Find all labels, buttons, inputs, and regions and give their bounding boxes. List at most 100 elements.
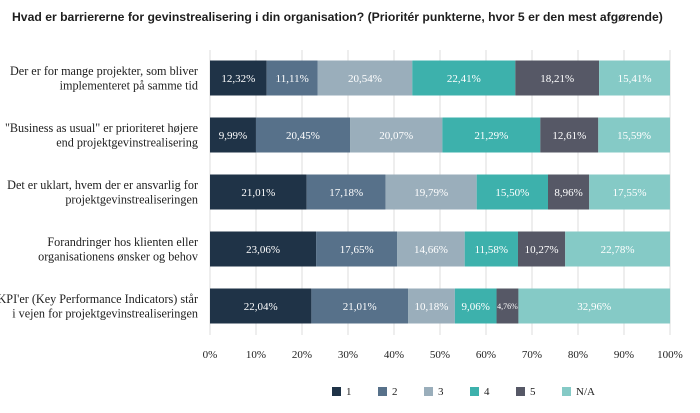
data-label: 22,41% (447, 73, 481, 85)
category-label-line: Forandringer hos klienten eller (47, 235, 198, 249)
legend-label: 4 (484, 386, 490, 398)
data-label: 9,99% (219, 130, 247, 142)
data-label: 17,18% (329, 187, 363, 199)
bar-segment (210, 288, 312, 324)
bar-segment (210, 231, 317, 267)
legend-label: N/A (576, 386, 595, 398)
x-tick-label: 50% (430, 349, 450, 361)
bar-segment (317, 60, 413, 96)
bar-segment (408, 288, 455, 324)
bar-segment (464, 231, 518, 267)
category-label: "Business as usual" er prioriteret højer… (5, 121, 198, 150)
data-label: 18,21% (540, 73, 574, 85)
category-label-line: organisationens ønsker og behov (38, 250, 199, 264)
data-label: 12,32% (221, 73, 255, 85)
data-label: 21,01% (241, 187, 275, 199)
category-label-line: projektgevinstrealiseringen (65, 193, 198, 207)
category-label-line: KPI'er (Key Performance Indicators) står (0, 292, 198, 306)
data-label: 17,55% (613, 187, 647, 199)
x-tick-label: 60% (476, 349, 496, 361)
category-label: Forandringer hos klienten eller organisat… (38, 235, 199, 264)
x-tick-label: 20% (292, 349, 312, 361)
data-label: 17,65% (340, 244, 374, 256)
data-label: 10,18% (414, 301, 448, 313)
x-axis-ticks: 0% 10% 20% 30% 40% 50% 60% 70% 80% 90% 100% (203, 349, 683, 361)
legend-swatch (470, 387, 479, 396)
bar-segment (442, 117, 541, 153)
data-label: 15,41% (618, 73, 652, 85)
legend-swatch (378, 387, 387, 396)
x-tick-label: 70% (522, 349, 542, 361)
category-label: Der er for mange projekter, som bliver im… (10, 64, 198, 93)
x-tick-label: 30% (338, 349, 358, 361)
bar-segment (266, 60, 318, 96)
category-label-line: end projektgevinstrealisering (56, 136, 198, 150)
bar-segment (210, 174, 307, 210)
bar-segment (311, 288, 409, 324)
data-label: 23,06% (246, 244, 280, 256)
bar-segment (565, 231, 670, 267)
bar-segment (350, 117, 443, 153)
bar-segment (476, 174, 549, 210)
legend-label: 2 (392, 386, 398, 398)
x-tick-label: 100% (657, 349, 683, 361)
bar-segment (412, 60, 516, 96)
chart-title: Hvad er barriererne for gevinstrealiseri… (12, 10, 663, 24)
data-label: 22,78% (601, 244, 635, 256)
data-label: 12,61% (552, 130, 586, 142)
data-label: 8,96% (554, 187, 582, 199)
data-label: 20,45% (286, 130, 320, 142)
legend: 1 2 3 4 5 N/A (332, 386, 595, 398)
bar-segment (210, 117, 256, 153)
legend-label: 5 (530, 386, 536, 398)
bars: 12,32% 11,11% 20,54% 22,41% 18,21% 15,41% 9,99… (210, 60, 671, 324)
category-label-line: Der er for mange projekter, som bliver (10, 64, 198, 78)
data-label: 19,79% (414, 187, 448, 199)
x-tick-label: 0% (203, 349, 218, 361)
data-label: 11,58% (475, 244, 509, 256)
legend-label: 1 (346, 386, 352, 398)
x-tick-label: 10% (246, 349, 266, 361)
data-label: 32,96% (577, 301, 611, 313)
data-label: 11,11% (276, 73, 309, 85)
bar-segment (599, 60, 670, 96)
data-label: 10,27% (525, 244, 559, 256)
bar-segment (316, 231, 398, 267)
data-label: 14,66% (414, 244, 448, 256)
bar-segment (496, 288, 519, 324)
legend-swatch (562, 387, 571, 396)
bar-segment (548, 174, 590, 210)
bar-segment (515, 60, 600, 96)
bar-segment (306, 174, 386, 210)
category-label-line: i vejen for projektgevinstrealiseringen (12, 307, 198, 321)
bar-segment (454, 288, 497, 324)
x-tick-label: 90% (614, 349, 634, 361)
bar-segment (518, 288, 671, 324)
bar-segment (397, 231, 465, 267)
bar-segment (385, 174, 477, 210)
bar-segment (517, 231, 566, 267)
category-label: Det er uklart, hvem der er ansvarlig for… (7, 178, 198, 207)
category-label-line: "Business as usual" er prioriteret højer… (5, 121, 198, 135)
bar-segment (255, 117, 351, 153)
data-label: 9,06% (461, 301, 489, 313)
data-label: 21,01% (343, 301, 377, 313)
legend-swatch (516, 387, 525, 396)
bar-segment (210, 60, 267, 96)
legend-swatch (424, 387, 433, 396)
category-label-line: Det er uklart, hvem der er ansvarlig for (7, 178, 198, 192)
legend-label: 3 (438, 386, 444, 398)
data-label: 21,29% (474, 130, 508, 142)
bar-segment (598, 117, 670, 153)
data-label: 22,04% (244, 301, 278, 313)
data-label: 4,76% (497, 302, 518, 311)
x-tick-label: 80% (568, 349, 588, 361)
data-label: 20,54% (348, 73, 382, 85)
bar-segment (589, 174, 670, 210)
category-label-line: implementeret på samme tid (60, 79, 198, 93)
bar-segment (540, 117, 599, 153)
data-label: 20,07% (379, 130, 413, 142)
data-label: 15,59% (617, 130, 651, 142)
x-tick-label: 40% (384, 349, 404, 361)
